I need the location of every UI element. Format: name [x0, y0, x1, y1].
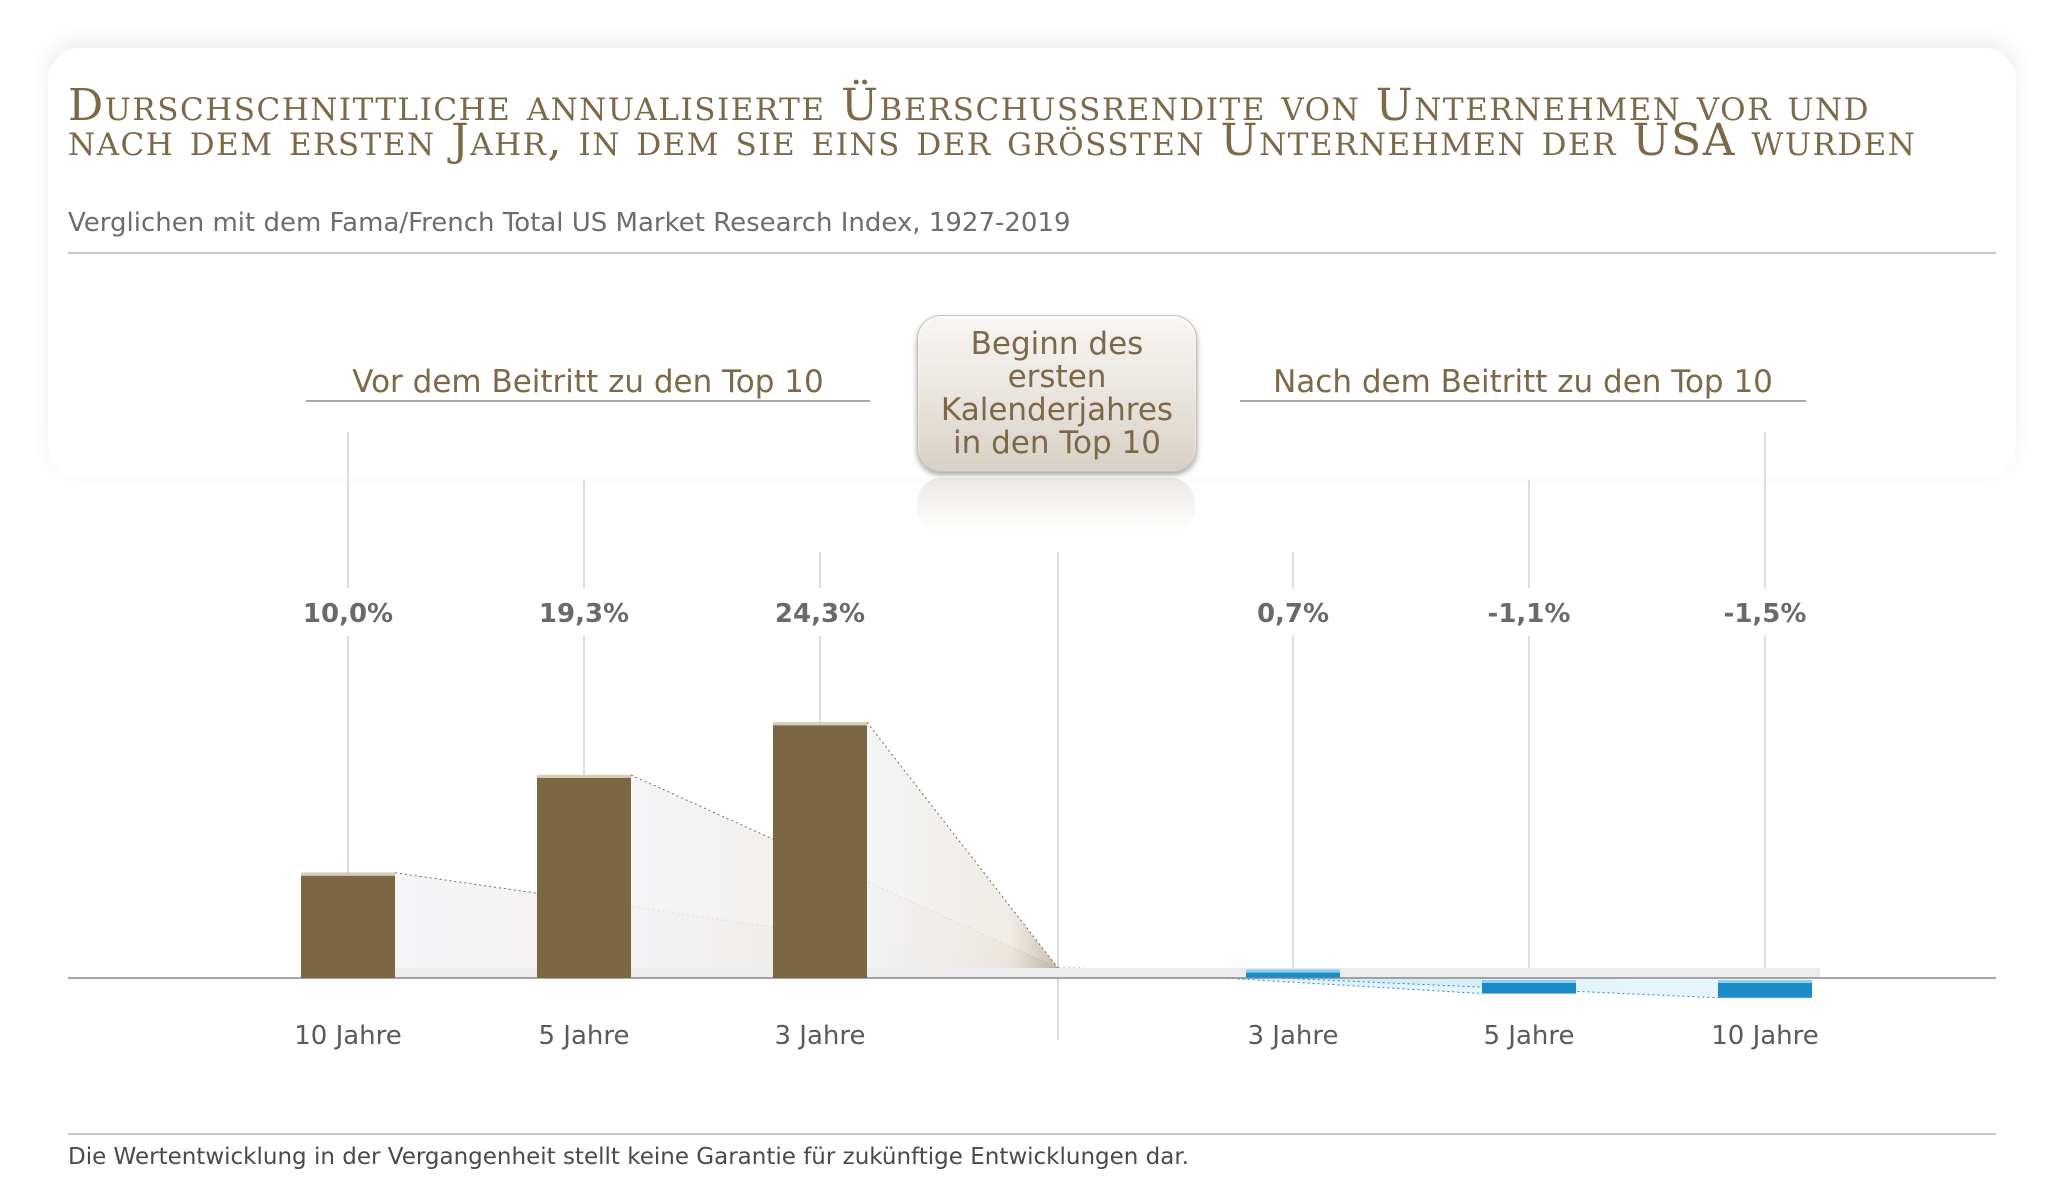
perspective-fan	[867, 722, 1058, 970]
section-label-after: Nach dem Beitritt zu den Top 10	[1273, 364, 1773, 400]
center-badge: Beginn des ersten Kalenderjahres in den …	[917, 315, 1197, 472]
bar-top-highlight	[1482, 980, 1576, 983]
title-divider	[68, 252, 1996, 254]
x-tick-label: 5 Jahre	[539, 1021, 630, 1051]
value-label: 0,7%	[1257, 599, 1329, 629]
section-underline-after	[1240, 400, 1806, 402]
bar	[1246, 969, 1340, 978]
x-tick-label: 3 Jahre	[775, 1021, 866, 1051]
x-tick-label: 5 Jahre	[1484, 1021, 1575, 1051]
value-label: -1,1%	[1488, 599, 1571, 629]
x-tick-label: 3 Jahre	[1248, 1021, 1339, 1051]
chart-subtitle: Verglichen mit dem Fama/French Total US …	[68, 208, 1071, 238]
bar-top-highlight	[537, 774, 631, 778]
footnote-divider	[68, 1133, 1996, 1135]
bar	[1718, 980, 1812, 998]
floor-band	[340, 968, 1820, 978]
bar	[1482, 980, 1576, 994]
value-label: 19,3%	[539, 599, 629, 629]
section-underline-before	[306, 400, 870, 402]
footnote: Die Wertentwicklung in der Vergangenheit…	[68, 1144, 1190, 1170]
bar-top-highlight	[1718, 980, 1812, 983]
x-tick-label: 10 Jahre	[1711, 1021, 1819, 1051]
chart-title: Durschschnittliche annualisierte Übersch…	[68, 80, 1917, 166]
value-label: 10,0%	[303, 599, 393, 629]
bar	[301, 872, 395, 978]
perspective-edge	[866, 722, 1059, 969]
perspective-edge	[394, 872, 1059, 969]
section-label-before: Vor dem Beitritt zu den Top 10	[352, 364, 824, 400]
value-label: 24,3%	[775, 599, 865, 629]
center-badge-reflection	[917, 478, 1195, 533]
bar	[537, 774, 631, 978]
x-tick-label: 10 Jahre	[294, 1021, 402, 1051]
bar-top-highlight	[301, 872, 395, 876]
bar-top-highlight	[773, 722, 867, 726]
value-label: -1,5%	[1724, 599, 1807, 629]
bar-top-highlight	[1246, 969, 1340, 973]
bar	[773, 722, 867, 978]
